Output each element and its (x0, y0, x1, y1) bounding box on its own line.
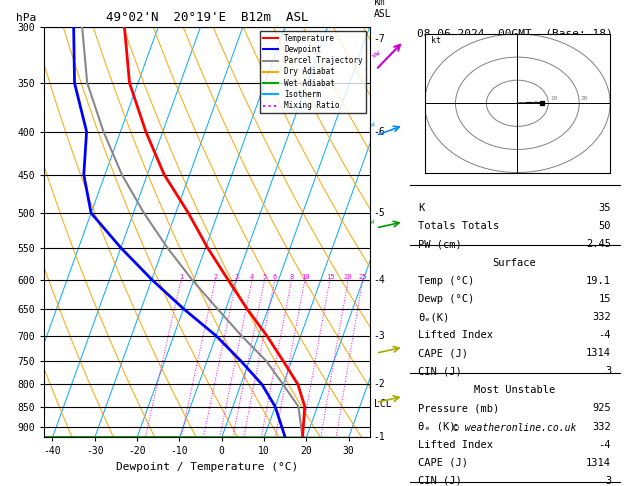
Text: θₑ(K): θₑ(K) (418, 312, 449, 322)
Text: 5: 5 (262, 274, 267, 279)
Text: 2.45: 2.45 (586, 239, 611, 249)
Text: Most Unstable: Most Unstable (474, 385, 555, 396)
Text: 20: 20 (344, 274, 352, 279)
Text: -6: -6 (374, 127, 386, 137)
Text: 1: 1 (179, 274, 183, 279)
Text: -3: -3 (374, 331, 386, 341)
Text: Lifted Index: Lifted Index (418, 440, 493, 450)
Text: Dewp (°C): Dewp (°C) (418, 294, 474, 304)
Text: PW (cm): PW (cm) (418, 239, 462, 249)
Text: 3: 3 (605, 476, 611, 486)
Text: CIN (J): CIN (J) (418, 476, 462, 486)
Text: 10: 10 (550, 96, 557, 101)
Text: 50: 50 (599, 221, 611, 231)
Text: 6: 6 (273, 274, 277, 279)
Text: CAPE (J): CAPE (J) (418, 458, 468, 468)
Text: 3: 3 (605, 366, 611, 377)
Text: -4: -4 (374, 275, 386, 284)
Legend: Temperature, Dewpoint, Parcel Trajectory, Dry Adiabat, Wet Adiabat, Isotherm, Mi: Temperature, Dewpoint, Parcel Trajectory… (260, 31, 366, 113)
Text: W: W (370, 122, 376, 128)
Text: -7: -7 (374, 34, 386, 44)
Text: -4: -4 (599, 330, 611, 340)
Text: 4: 4 (250, 274, 254, 279)
Text: 1314: 1314 (586, 458, 611, 468)
Text: K: K (418, 203, 425, 213)
Text: Surface: Surface (493, 258, 537, 268)
Text: hPa: hPa (16, 13, 36, 23)
Text: Temp (°C): Temp (°C) (418, 276, 474, 286)
Text: LCL: LCL (374, 399, 391, 409)
Text: km
ASL: km ASL (374, 0, 391, 18)
Text: -2: -2 (374, 380, 386, 389)
Text: W: W (370, 219, 375, 225)
Text: -5: -5 (374, 208, 386, 218)
Text: 332: 332 (593, 312, 611, 322)
Text: Totals Totals: Totals Totals (418, 221, 499, 231)
Text: 8: 8 (289, 274, 294, 279)
X-axis label: Dewpoint / Temperature (°C): Dewpoint / Temperature (°C) (116, 462, 298, 472)
Text: 08.06.2024  00GMT  (Base: 18): 08.06.2024 00GMT (Base: 18) (417, 29, 613, 39)
Text: © weatheronline.co.uk: © weatheronline.co.uk (453, 423, 576, 434)
Text: 15: 15 (599, 294, 611, 304)
Text: Pressure (mb): Pressure (mb) (418, 403, 499, 414)
Title: 49°02'N  20°19'E  B12m  ASL: 49°02'N 20°19'E B12m ASL (106, 11, 308, 24)
Text: kt: kt (431, 36, 441, 45)
Text: WW: WW (372, 51, 381, 58)
Text: 19.1: 19.1 (586, 276, 611, 286)
Text: 925: 925 (593, 403, 611, 414)
Text: 1314: 1314 (586, 348, 611, 358)
Text: 10: 10 (301, 274, 309, 279)
Text: 2: 2 (213, 274, 218, 279)
Text: 332: 332 (593, 421, 611, 432)
Text: 3: 3 (235, 274, 238, 279)
Text: Lifted Index: Lifted Index (418, 330, 493, 340)
Text: 20: 20 (581, 96, 588, 101)
Text: -4: -4 (599, 440, 611, 450)
Text: CAPE (J): CAPE (J) (418, 348, 468, 358)
Text: -1: -1 (374, 433, 386, 442)
Text: 15: 15 (326, 274, 334, 279)
Text: CIN (J): CIN (J) (418, 366, 462, 377)
Text: θₑ (K): θₑ (K) (418, 421, 455, 432)
Text: 35: 35 (599, 203, 611, 213)
Text: 25: 25 (359, 274, 367, 279)
